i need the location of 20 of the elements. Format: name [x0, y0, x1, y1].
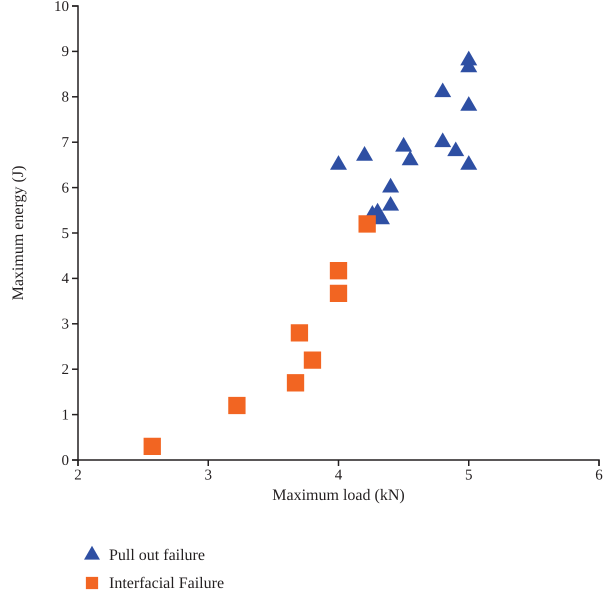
y-tick-label: 1 — [62, 407, 69, 424]
y-tick-label: 8 — [62, 90, 69, 106]
y-tick-label: 7 — [62, 135, 70, 151]
x-tick-label: 3 — [204, 468, 212, 484]
x-tick-label: 6 — [595, 468, 603, 484]
y-tick-label: 0 — [62, 452, 69, 469]
y-tick-label: 4 — [62, 271, 70, 288]
y-tick-label: 9 — [62, 44, 69, 60]
x-axis-title: Maximum load (kN) — [272, 487, 405, 504]
y-tick-label: 2 — [62, 362, 69, 378]
x-tick-label: 5 — [465, 468, 472, 484]
x-tick-label: 2 — [74, 468, 82, 484]
legend-label: Pull out failure — [109, 547, 205, 564]
y-tick-label: 10 — [54, 0, 69, 15]
x-tick-label: 4 — [334, 468, 343, 484]
y-tick-label: 3 — [62, 316, 69, 333]
y-axis-title: Maximum energy (J) — [10, 166, 27, 300]
y-tick-label: 5 — [62, 226, 69, 242]
y-tick-label: 6 — [62, 180, 70, 196]
legend-label: Interfacial Failure — [109, 575, 224, 592]
